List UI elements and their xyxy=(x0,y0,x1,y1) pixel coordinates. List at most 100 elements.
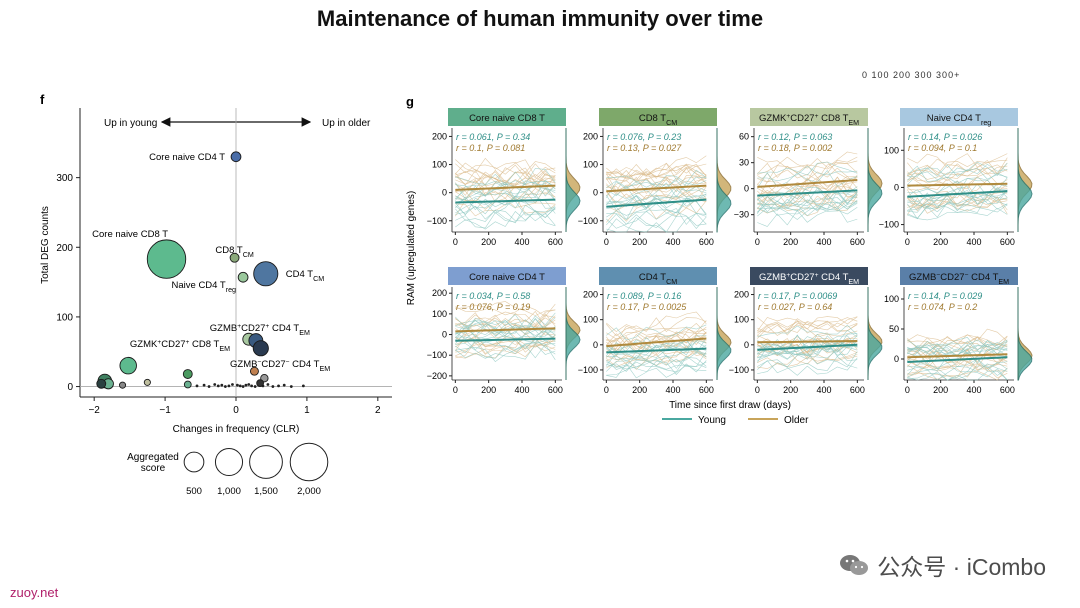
facet-xtick-label: 200 xyxy=(632,385,647,395)
facet-xtick-label: 200 xyxy=(933,385,948,395)
f-point-label: Naive CD4 Treg xyxy=(172,280,237,294)
trajectory xyxy=(606,213,707,233)
f-point xyxy=(96,378,107,389)
older-fit-line xyxy=(907,182,1008,187)
stats-young: r = 0.17, P = 0.0069 xyxy=(758,291,837,301)
size-legend-circle xyxy=(289,442,329,482)
trajectory xyxy=(455,185,556,199)
trajectory xyxy=(455,317,556,335)
facet: Core naive CD4 T 0 200 400 600 −200 −100 0 100 20… xyxy=(427,267,581,395)
trajectory xyxy=(757,357,858,376)
trajectory xyxy=(455,310,556,328)
trajectory xyxy=(455,301,556,316)
trajectory xyxy=(606,352,707,370)
trajectory xyxy=(455,210,556,230)
stats-older: r = 0.17, P = 0.0025 xyxy=(607,302,687,312)
older-fit-line xyxy=(606,337,707,348)
f-point-label: GZMK+CD27+ CD8 TEM xyxy=(130,339,230,354)
facet-ytick-label: −100 xyxy=(427,350,447,360)
trajectory xyxy=(455,159,556,180)
size-legend-title-2: score xyxy=(141,463,166,474)
facet-title: GZMK+CD27+ CD8 TEM xyxy=(759,113,859,128)
facet-header xyxy=(599,267,717,285)
young-fit-line xyxy=(757,343,858,351)
trajectory xyxy=(757,324,858,338)
trajectory xyxy=(757,199,858,216)
legend-label-older: Older xyxy=(784,415,809,426)
trajectory xyxy=(606,211,707,229)
trajectory xyxy=(907,207,1008,221)
facet-ytick-label: 0 xyxy=(744,340,749,350)
trajectory xyxy=(907,365,1008,380)
stats-young: r = 0.14, P = 0.026 xyxy=(908,132,982,142)
trajectory xyxy=(757,338,858,353)
trajectory xyxy=(455,339,556,355)
facet-header xyxy=(599,108,717,126)
f-small-point xyxy=(289,385,293,388)
stats-young: r = 0.12, P = 0.063 xyxy=(758,132,832,142)
facet-xtick-label: 200 xyxy=(632,237,647,247)
trajectory xyxy=(757,351,858,368)
young-density xyxy=(867,287,883,380)
f-small-point xyxy=(238,384,242,388)
f-small-point xyxy=(220,383,224,387)
trajectory xyxy=(907,194,1008,212)
trajectory xyxy=(606,165,707,180)
f-point-label: CD8 TCM xyxy=(215,245,253,259)
f-point xyxy=(182,369,193,379)
facet-ytick-label: 0 xyxy=(442,188,447,198)
older-fit-line xyxy=(606,184,707,193)
f-small-point xyxy=(282,383,286,387)
size-legend-label: 2,000 xyxy=(297,486,321,497)
young-fit-line xyxy=(907,190,1008,198)
trajectory xyxy=(757,316,858,334)
young-density xyxy=(1017,287,1033,381)
facet-ytick-label: 200 xyxy=(583,290,598,300)
trajectory xyxy=(606,215,707,233)
f-small-point xyxy=(277,384,280,388)
trajectory xyxy=(757,161,858,183)
f-small-point xyxy=(227,384,231,388)
trajectory xyxy=(757,169,858,189)
trajectory xyxy=(455,163,556,178)
facet-xtick-label: 600 xyxy=(850,237,865,247)
facet-title: CD8 TCM xyxy=(639,113,677,127)
trajectory xyxy=(757,157,858,170)
facet-xtick-label: 600 xyxy=(1000,385,1015,395)
slide-title: Maintenance of human immunity over time xyxy=(316,6,764,31)
facet-header xyxy=(448,108,566,126)
facet-ytick-label: 200 xyxy=(583,131,598,141)
facet-ytick-label: 200 xyxy=(432,288,447,298)
trajectory xyxy=(606,164,707,182)
young-density xyxy=(867,128,883,232)
facet: GZMB−CD27− CD4 TEM 0 200 400 600 0 50 100 r = 0.… xyxy=(884,267,1033,395)
stats-young: r = 0.089, P = 0.16 xyxy=(607,291,681,301)
trajectory xyxy=(757,156,858,178)
facet: CD4 TCM 0 200 400 600 −100 0 100 200 r = 0.089, P… xyxy=(578,267,732,395)
stats-older: r = 0.094, P = 0.1 xyxy=(908,143,977,153)
trajectory xyxy=(907,161,1008,182)
trajectory xyxy=(757,343,858,363)
f-small-point xyxy=(241,385,245,388)
facet-xtick-label: 0 xyxy=(453,237,458,247)
trajectory xyxy=(455,187,556,209)
trajectory xyxy=(757,193,858,213)
trajectory xyxy=(606,326,707,340)
f-point-label: Core naive CD4 T xyxy=(149,152,225,163)
wechat-icon xyxy=(840,555,869,575)
panel-f-xlabel: Changes in frequency (CLR) xyxy=(173,424,300,435)
facet-xtick-label: 200 xyxy=(783,237,798,247)
arrow-right-label: Up in older xyxy=(322,118,371,129)
trajectory xyxy=(455,204,556,224)
facet-ytick-label: 30 xyxy=(739,158,749,168)
f-small-point xyxy=(236,383,239,387)
trajectory xyxy=(606,185,707,198)
facet-xtick-label: 400 xyxy=(514,237,529,247)
panel-f-ylabel: Total DEG counts xyxy=(40,206,51,284)
trajectory xyxy=(757,165,858,182)
stats-older: r = 0.027, P = 0.64 xyxy=(758,302,832,312)
facet: GZMK+CD27+ CD8 TEM 0 200 400 600 −30 0 30 60 r = … xyxy=(734,108,883,247)
f-small-point xyxy=(253,385,257,388)
f-small-point xyxy=(216,384,220,388)
